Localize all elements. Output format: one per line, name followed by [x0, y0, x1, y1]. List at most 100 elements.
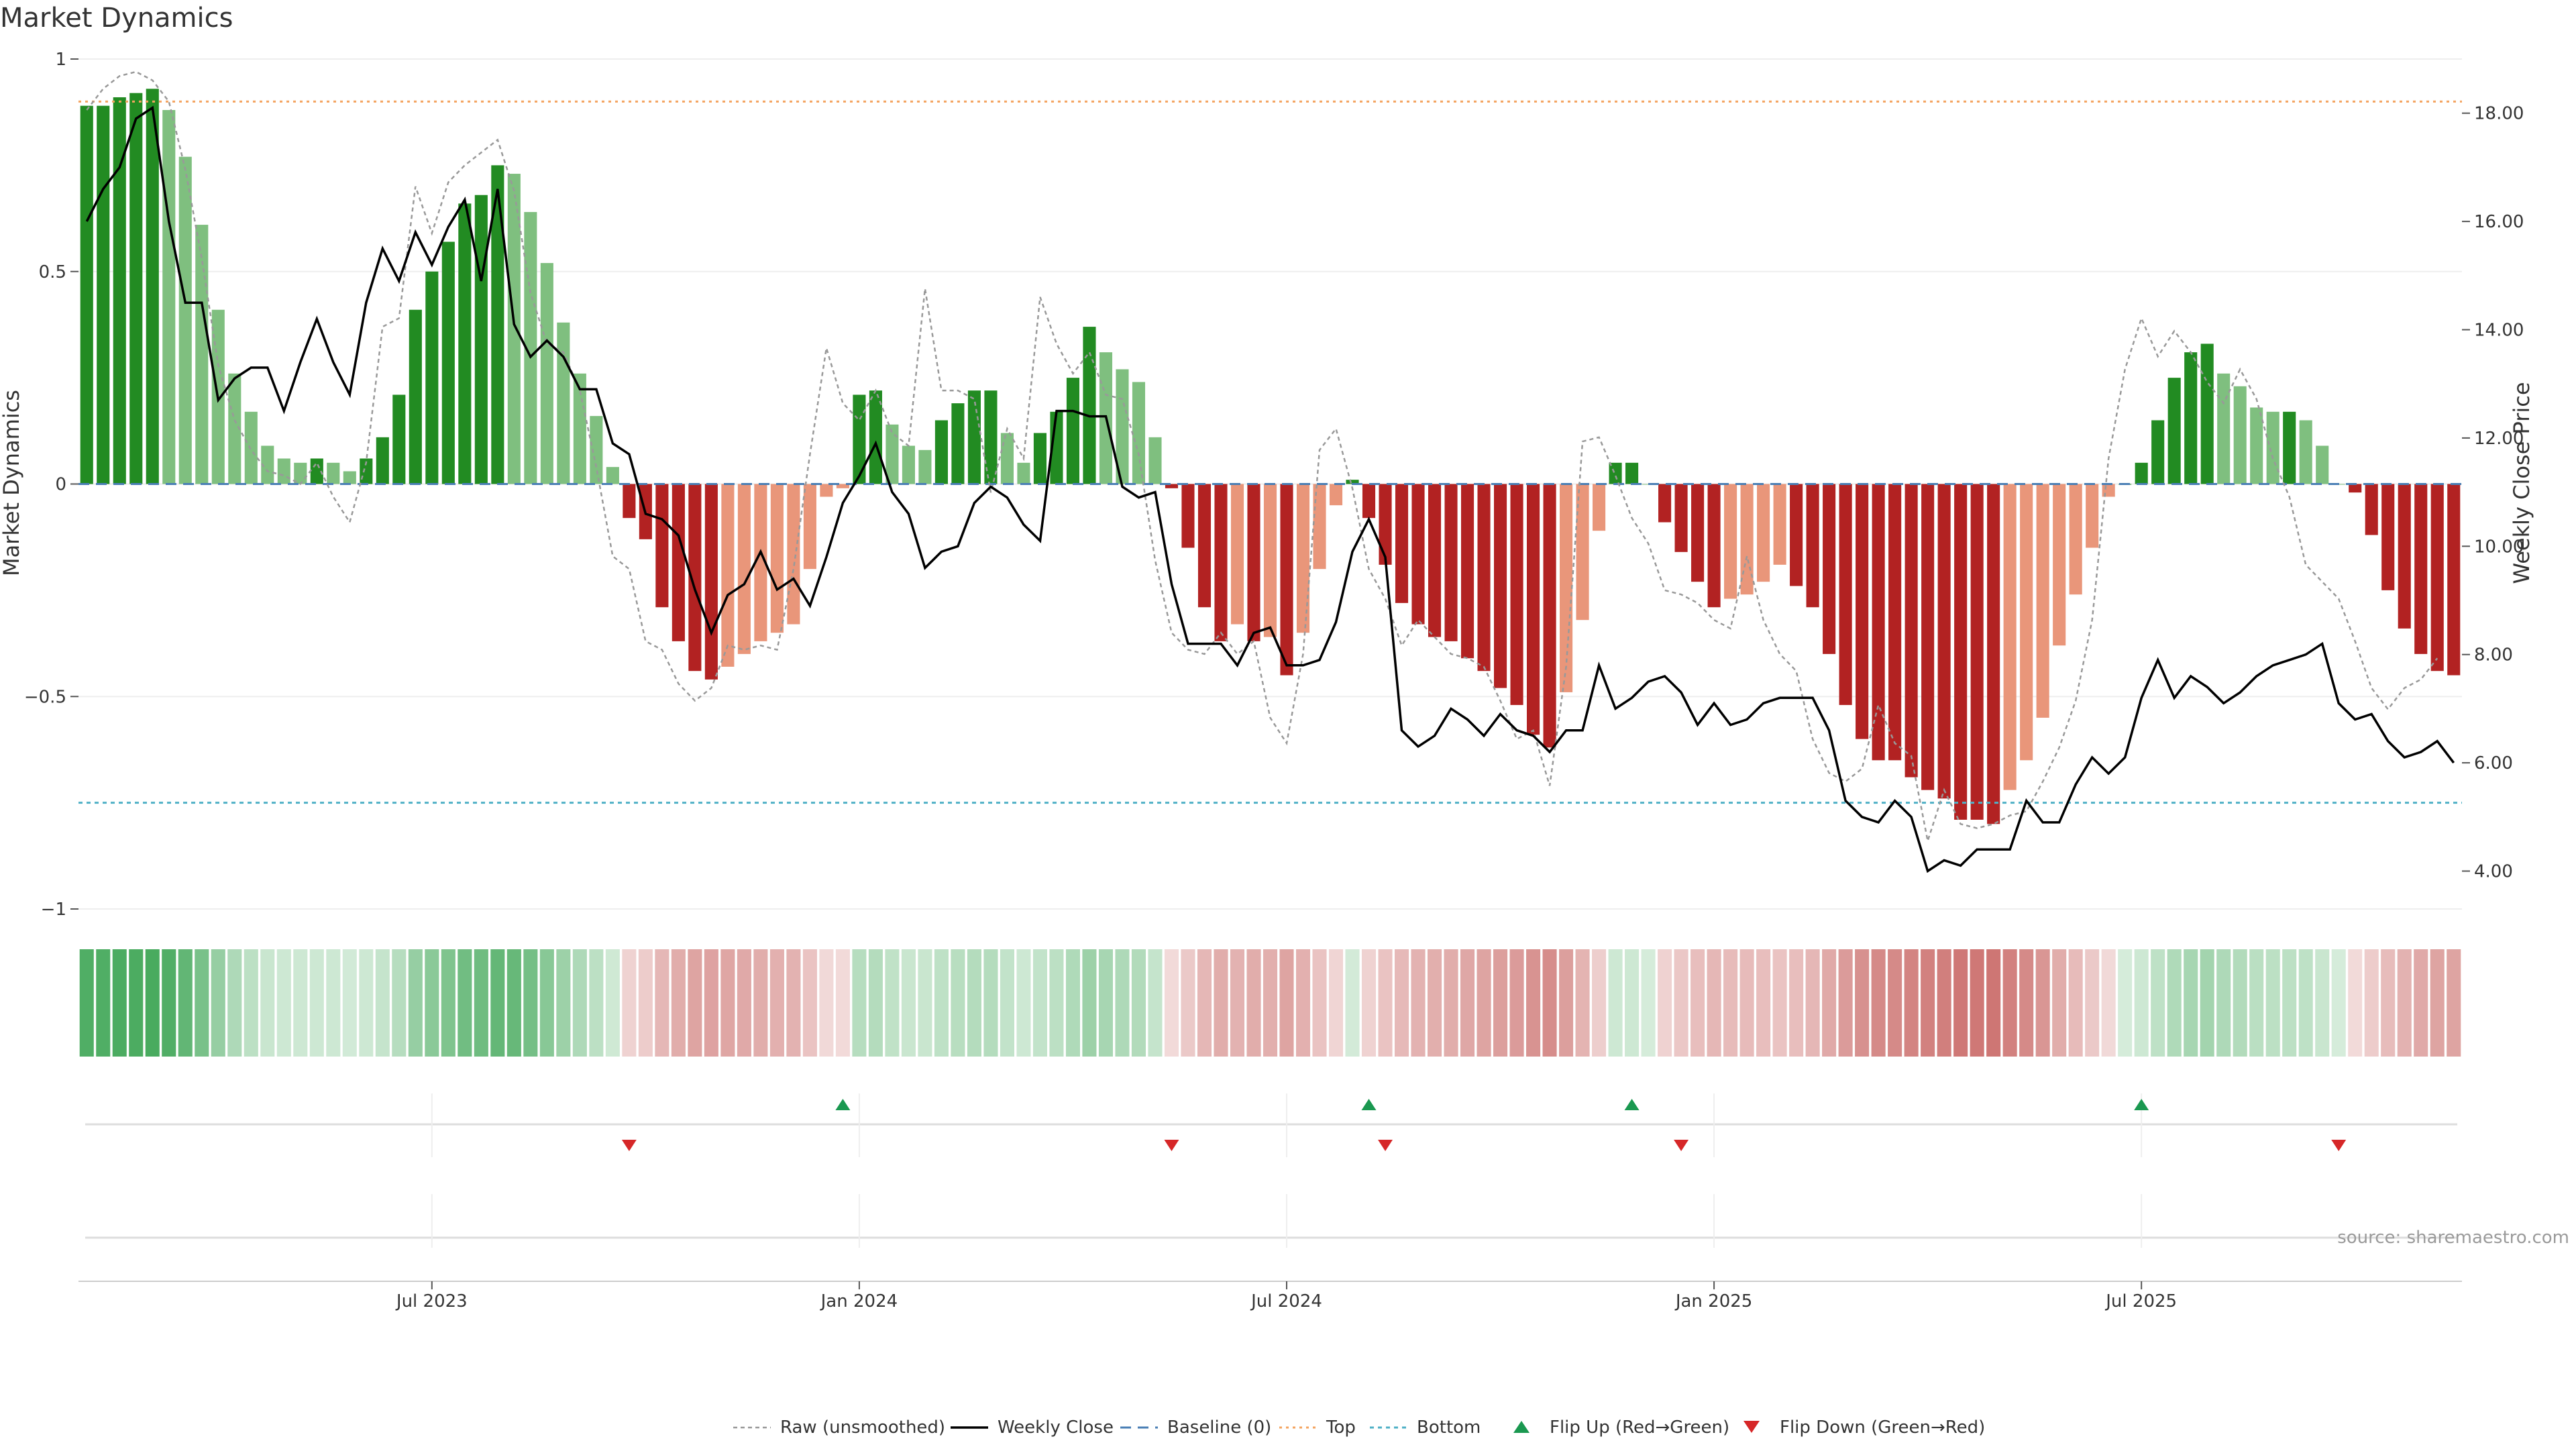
momentum-bar [2036, 484, 2049, 718]
momentum-bar [1510, 484, 1523, 705]
regime-strip-cell [1838, 949, 1853, 1057]
regime-strip-cell [2052, 949, 2067, 1057]
regime-strip-cell [2282, 949, 2297, 1057]
regime-strip-cell [1542, 949, 1557, 1057]
momentum-bar [1296, 484, 1310, 633]
regime-strip-cell [1986, 949, 2001, 1057]
momentum-bar [1888, 484, 1902, 761]
momentum-bar [2020, 484, 2033, 761]
legend-flip-down-swatch [1743, 1421, 1760, 1433]
regime-strip-cell [1641, 949, 1656, 1057]
regime-strip-cell [1230, 949, 1245, 1057]
momentum-bar [885, 424, 899, 484]
regime-strip-cell [162, 949, 176, 1057]
regime-strip-cell [1148, 949, 1163, 1057]
regime-strip-cell [671, 949, 686, 1057]
legend-flip-up-label: Flip Up (Red→Green) [1550, 1417, 1729, 1438]
momentum-bar [951, 403, 965, 484]
regime-strip-cell [2315, 949, 2330, 1057]
regime-strip-cell [2381, 949, 2396, 1057]
momentum-bar [2200, 343, 2214, 484]
regime-strip-cell [1509, 949, 1524, 1057]
momentum-bar [803, 484, 816, 570]
momentum-bar [1493, 484, 1507, 688]
momentum-bar [1280, 484, 1293, 676]
regime-strip-cell [688, 949, 702, 1057]
regime-strip-cell [2184, 949, 2198, 1057]
momentum-bar [1181, 484, 1195, 548]
momentum-bar [146, 89, 159, 484]
momentum-bar [178, 156, 192, 484]
momentum-bar [1609, 462, 1622, 484]
regime-strip-cell [983, 949, 998, 1057]
regime-strip-cell [2118, 949, 2133, 1057]
momentum-bar [1856, 484, 1869, 739]
momentum-bar [2167, 378, 2181, 484]
regime-strip-cell [425, 949, 439, 1057]
regime-strip-cell [129, 949, 144, 1057]
momentum-bar [2184, 352, 2198, 484]
x-tick-label: Jul 2025 [2104, 1291, 2177, 1311]
momentum-bar [704, 484, 718, 680]
regime-strip-cell [1411, 949, 1426, 1057]
regime-strip-cell [441, 949, 455, 1057]
regime-strip-cell [506, 949, 521, 1057]
y2-axis-title: Weekly Close Price [2509, 382, 2534, 584]
source-note: source: sharemaestro.com [2337, 1228, 2569, 1248]
momentum-bar [869, 390, 882, 484]
regime-strip-cell [1526, 949, 1541, 1057]
regime-strip-cell [1115, 949, 1130, 1057]
regime-strip-cell [195, 949, 209, 1057]
legend-raw-label: Raw (unsmoothed) [780, 1417, 945, 1438]
momentum-bar [1823, 484, 1836, 654]
regime-strip-cell [819, 949, 834, 1057]
momentum-bar [2003, 484, 2017, 790]
regime-strip-cell [638, 949, 653, 1057]
regime-strip-cell [589, 949, 604, 1057]
momentum-bar [1230, 484, 1244, 625]
momentum-bar [1987, 484, 2000, 824]
momentum-bar [2135, 462, 2148, 484]
momentum-bar [1460, 484, 1474, 659]
regime-strip-cell [868, 949, 883, 1057]
chart-title: Market Dynamics [0, 3, 233, 34]
regime-strip-cell [1345, 949, 1360, 1057]
momentum-bar [1674, 484, 1688, 552]
regime-strip-cell [523, 949, 538, 1057]
regime-strip-cell [458, 949, 472, 1057]
flip-down-marker [1378, 1140, 1393, 1151]
momentum-bar [1921, 484, 1935, 790]
momentum-bar [507, 174, 521, 484]
regime-strip-cell [1674, 949, 1688, 1057]
momentum-bar [1148, 437, 1162, 484]
momentum-bar [244, 411, 258, 484]
momentum-bar [655, 484, 669, 608]
momentum-bar [1691, 484, 1705, 582]
regime-strip-cell [96, 949, 111, 1057]
momentum-bar [1444, 484, 1458, 641]
regime-strip-cell [408, 949, 423, 1057]
momentum-bar [1346, 480, 1359, 484]
regime-strip-cell [1855, 949, 1870, 1057]
regime-strip-cell [539, 949, 554, 1057]
regime-strip-cell [2151, 949, 2165, 1057]
momentum-bar [310, 458, 323, 484]
y2-tick-label: 10.00 [2474, 537, 2524, 557]
regime-strip-cell [1888, 949, 1902, 1057]
momentum-bar [1904, 484, 1918, 777]
regime-strip-cell [918, 949, 932, 1057]
regime-strip-cell [178, 949, 193, 1057]
momentum-bar [754, 484, 767, 641]
momentum-bar [1757, 484, 1770, 582]
regime-strip-cell [1608, 949, 1623, 1057]
flip-down-marker [2331, 1140, 2347, 1151]
flip-up-marker [1361, 1099, 1377, 1110]
regime-strip-cell [2364, 949, 2379, 1057]
momentum-bar [2381, 484, 2395, 590]
momentum-bar [967, 390, 981, 484]
regime-strip-cell [769, 949, 784, 1057]
regime-strip-cell [2331, 949, 2346, 1057]
momentum-bar [2233, 386, 2247, 484]
momentum-bar [1263, 484, 1277, 637]
momentum-bar [1379, 484, 1392, 565]
